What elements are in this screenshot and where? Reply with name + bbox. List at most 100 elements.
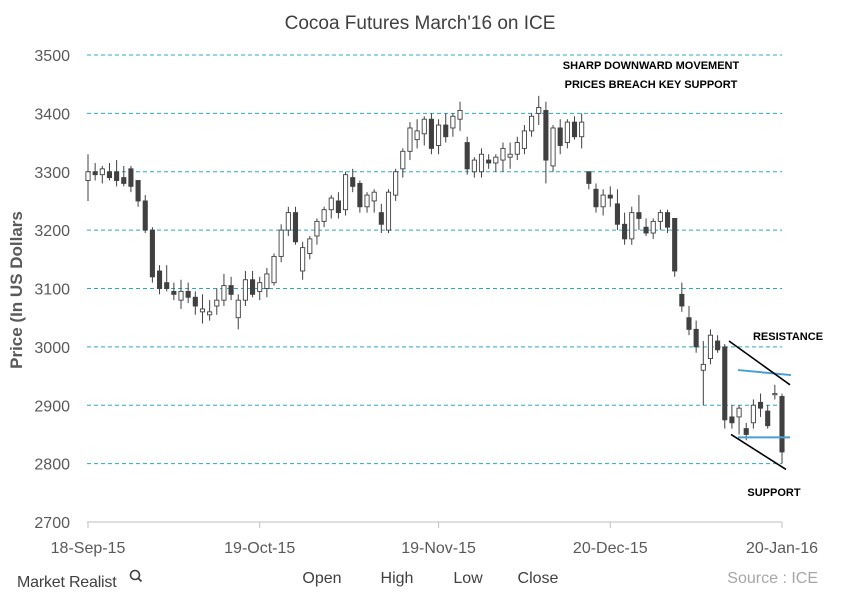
chart-title: Cocoa Futures March'16 on ICE — [285, 13, 556, 34]
candle-body-up — [307, 238, 313, 254]
candle — [679, 282, 685, 312]
candle-body-up — [364, 194, 370, 208]
candle — [142, 195, 148, 234]
y-tick-label: 3300 — [34, 165, 70, 182]
y-tick-label: 2900 — [34, 398, 70, 415]
candle-body-down — [335, 200, 341, 214]
candle — [593, 183, 599, 213]
candle — [600, 189, 606, 216]
candle-body-down — [357, 182, 363, 208]
candle — [278, 224, 284, 263]
candle-body-down — [164, 282, 170, 289]
candle — [614, 189, 620, 231]
candle-body-down — [464, 142, 470, 170]
candle-body-down — [686, 317, 692, 330]
candle — [371, 189, 377, 213]
candle-body-down — [156, 270, 163, 289]
candle-body-up — [300, 247, 306, 272]
candle — [135, 180, 141, 207]
candle — [343, 171, 349, 216]
x-tick-label: 18-Sep-15 — [51, 540, 126, 557]
candle — [629, 206, 635, 245]
candle — [378, 203, 384, 234]
candle-body-down — [486, 159, 492, 164]
candle-body-up — [736, 407, 742, 418]
candle-body-up — [385, 191, 392, 231]
candle — [128, 165, 134, 193]
candle — [529, 113, 535, 137]
candle-body-up — [471, 159, 477, 173]
headline-line-2: PRICES BREACH KEY SUPPORT — [565, 79, 738, 91]
candle — [478, 148, 485, 178]
candle-body-up — [707, 334, 714, 360]
candle-body-up — [657, 212, 663, 222]
candle-body-up — [207, 311, 213, 316]
candle-body-up — [257, 282, 263, 292]
candle-body-down — [614, 203, 620, 225]
candle — [199, 294, 206, 324]
candle — [114, 160, 120, 187]
candle — [622, 212, 628, 245]
candle-body-down — [571, 121, 578, 138]
candle-body-down — [185, 290, 191, 298]
candle-body-down — [92, 171, 98, 176]
candle-body-down — [636, 212, 642, 219]
candle — [636, 195, 642, 231]
candle-body-down — [607, 194, 613, 199]
candle — [292, 206, 299, 245]
candle-body-down — [443, 124, 449, 138]
candle-body-down — [729, 416, 735, 424]
candle-body-up — [500, 147, 506, 161]
candle-body-up — [199, 308, 206, 313]
candle — [736, 405, 742, 435]
candle — [207, 300, 213, 321]
y-tick-label: 3500 — [34, 48, 70, 65]
candle — [156, 265, 163, 295]
candle — [657, 209, 663, 231]
magnifier-icon — [129, 569, 143, 583]
candle — [664, 209, 671, 234]
candle — [607, 186, 613, 207]
candle-body-up — [450, 115, 456, 129]
candle — [407, 122, 413, 161]
candle — [772, 384, 778, 400]
candle-body-down — [722, 346, 728, 421]
candle — [106, 162, 113, 181]
candle-body-up — [328, 197, 334, 211]
candle-body-up — [99, 168, 105, 176]
y-tick-labels: 2700 2800 2900 3000 3100 3200 3300 3400 3500 — [34, 48, 70, 532]
candle — [464, 136, 470, 175]
candle — [557, 119, 563, 155]
candle — [543, 101, 549, 184]
candle-body-up — [235, 299, 241, 319]
brand-logo: Market Realist — [17, 574, 117, 591]
candle — [250, 270, 256, 298]
lower-trendline — [730, 433, 787, 471]
candle-body-down — [543, 110, 549, 161]
candle — [300, 241, 306, 280]
candle — [521, 125, 527, 155]
legend-open: Open — [302, 570, 341, 587]
candle — [450, 113, 456, 137]
candle — [271, 253, 277, 286]
candle — [192, 291, 198, 315]
candle — [328, 195, 334, 219]
candle-body-down — [292, 212, 299, 243]
candle-body-down — [121, 177, 127, 184]
candle — [700, 341, 706, 406]
candle-body-up — [321, 209, 327, 222]
candle — [779, 393, 785, 464]
candle — [235, 294, 241, 330]
candle — [264, 268, 270, 298]
candle-body-up — [772, 393, 778, 396]
candle-body-down — [765, 410, 771, 427]
candle — [586, 171, 592, 190]
candle — [85, 154, 91, 201]
resistance-hline — [737, 369, 792, 377]
candle-body-down — [693, 328, 699, 348]
candle-body-down — [228, 285, 234, 295]
candle-body-down — [428, 118, 434, 149]
candle-body-up — [85, 171, 91, 181]
candle-body-up — [221, 285, 227, 301]
candle — [171, 282, 177, 301]
